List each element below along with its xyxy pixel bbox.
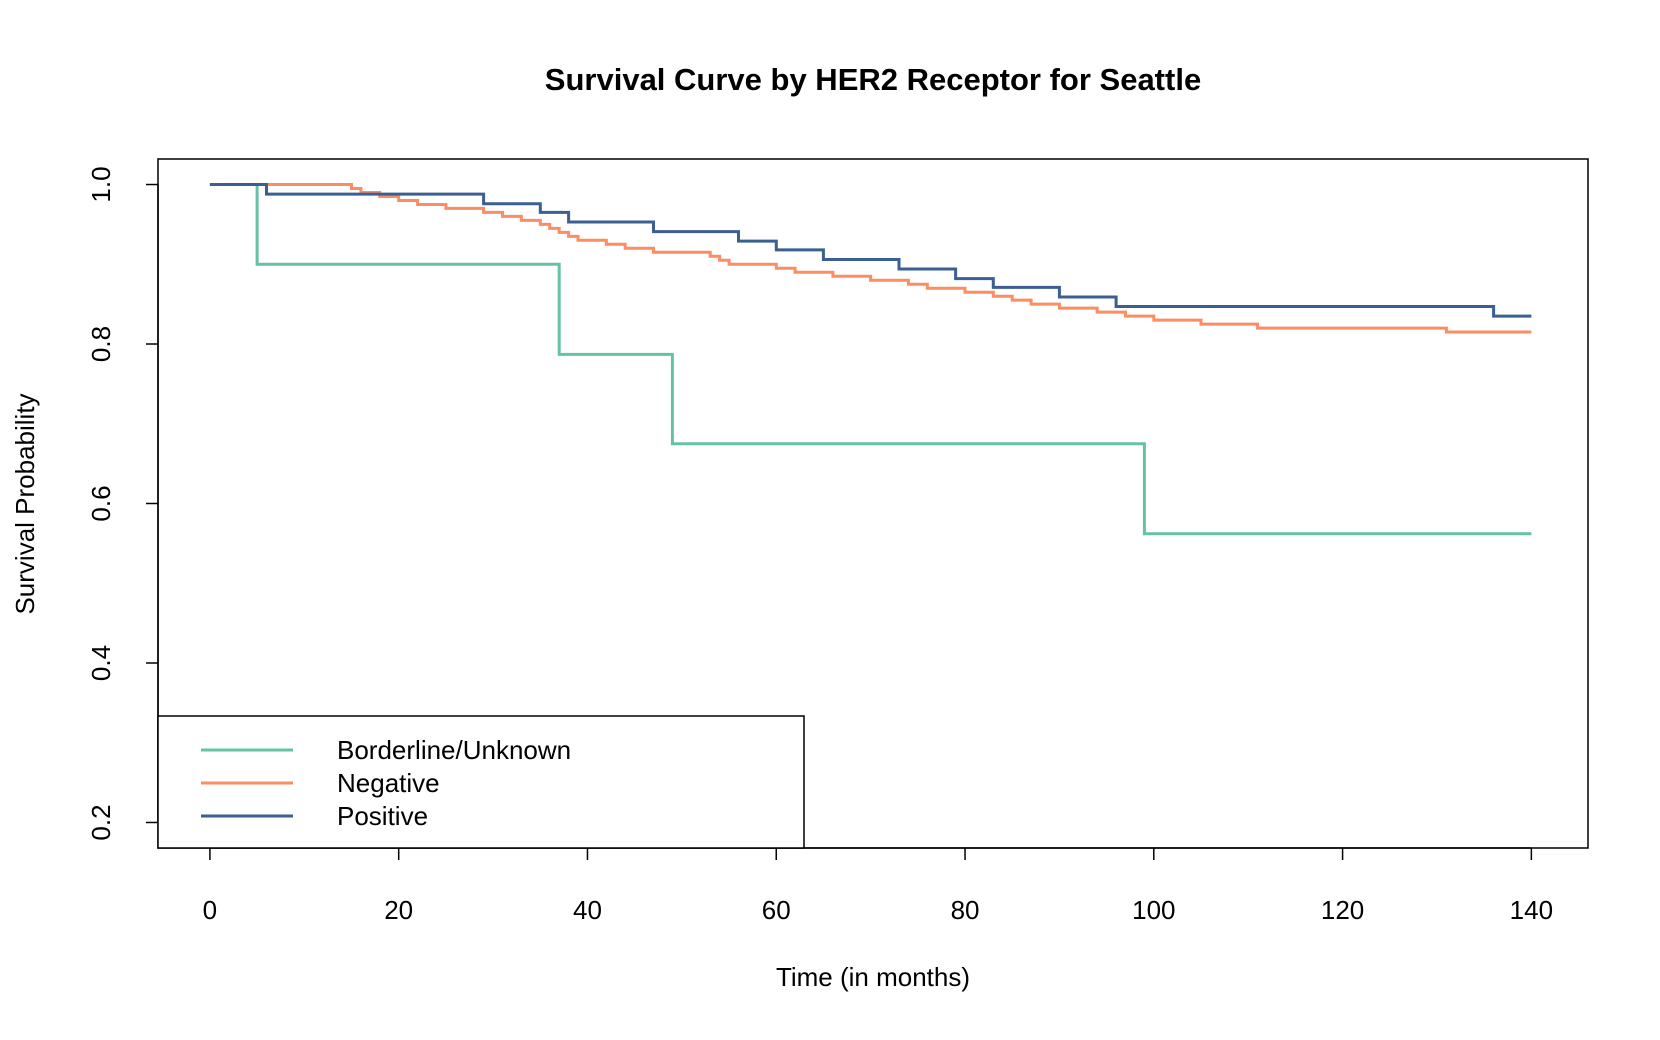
legend-label: Negative — [337, 768, 440, 798]
series-line-1 — [209, 183, 1532, 334]
x-tick-label: 100 — [1132, 895, 1175, 925]
legend-label: Borderline/Unknown — [337, 735, 571, 765]
y-tick-label: 0.4 — [86, 645, 116, 681]
y-axis: 0.2 0.4 0.6 0.8 1.0 — [86, 166, 159, 841]
x-tick-label: 0 — [203, 895, 217, 925]
x-tick-label: 140 — [1510, 895, 1553, 925]
x-tick-label: 80 — [951, 895, 980, 925]
x-tick-label: 40 — [573, 895, 602, 925]
y-axis-label: Survival Probability — [10, 393, 40, 614]
x-tick-label: 120 — [1321, 895, 1364, 925]
y-tick-label: 0.8 — [86, 326, 116, 362]
series-line-2 — [209, 183, 1532, 318]
series-layer — [209, 183, 1532, 536]
y-tick-label: 1.0 — [86, 166, 116, 202]
y-tick-label: 0.2 — [86, 804, 116, 840]
x-axis-label: Time (in months) — [776, 962, 970, 992]
legend-label: Positive — [337, 801, 428, 831]
y-tick-label: 0.6 — [86, 485, 116, 521]
x-tick-label: 20 — [384, 895, 413, 925]
chart-title: Survival Curve by HER2 Receptor for Seat… — [545, 62, 1201, 97]
x-tick-label: 60 — [762, 895, 791, 925]
x-axis: 0 20 40 60 80 100 120 140 — [203, 847, 1553, 925]
series-line-0 — [209, 183, 1532, 536]
